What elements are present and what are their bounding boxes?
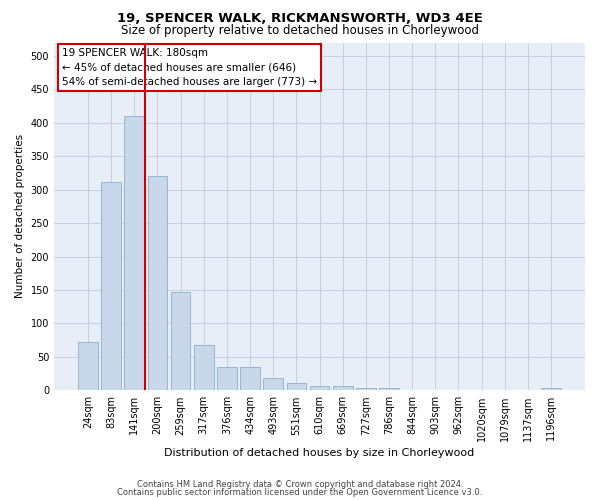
Y-axis label: Number of detached properties: Number of detached properties — [15, 134, 25, 298]
Bar — [148, 176, 167, 390]
Bar — [101, 182, 121, 390]
Bar — [310, 386, 329, 390]
Bar — [356, 388, 376, 390]
Text: Contains HM Land Registry data © Crown copyright and database right 2024.: Contains HM Land Registry data © Crown c… — [137, 480, 463, 489]
Bar — [287, 383, 306, 390]
Text: 19 SPENCER WALK: 180sqm
← 45% of detached houses are smaller (646)
54% of semi-d: 19 SPENCER WALK: 180sqm ← 45% of detache… — [62, 48, 317, 88]
Bar — [171, 292, 190, 390]
Bar — [124, 116, 144, 390]
Bar — [78, 342, 98, 390]
Bar — [379, 388, 399, 390]
Text: Contains public sector information licensed under the Open Government Licence v3: Contains public sector information licen… — [118, 488, 482, 497]
Bar — [194, 345, 214, 391]
Bar — [217, 367, 237, 390]
X-axis label: Distribution of detached houses by size in Chorleywood: Distribution of detached houses by size … — [164, 448, 475, 458]
Bar — [333, 386, 353, 390]
Text: 19, SPENCER WALK, RICKMANSWORTH, WD3 4EE: 19, SPENCER WALK, RICKMANSWORTH, WD3 4EE — [117, 12, 483, 26]
Bar — [263, 378, 283, 390]
Bar — [541, 388, 561, 390]
Text: Size of property relative to detached houses in Chorleywood: Size of property relative to detached ho… — [121, 24, 479, 37]
Bar — [240, 367, 260, 390]
